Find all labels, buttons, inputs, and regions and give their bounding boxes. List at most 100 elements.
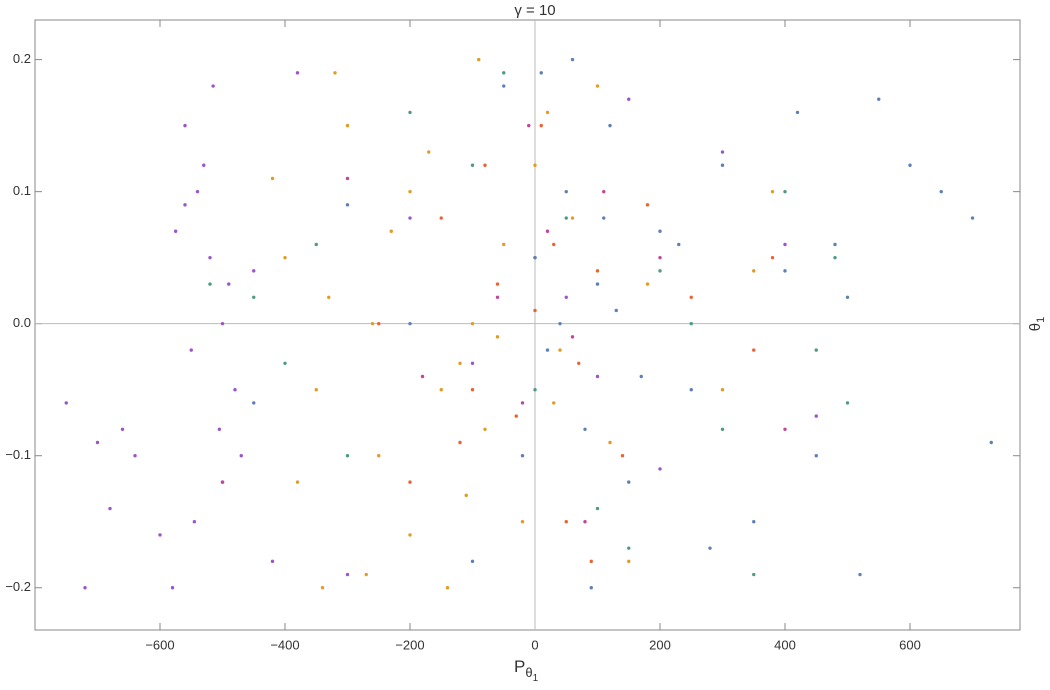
point [602, 216, 606, 220]
point [408, 533, 412, 537]
point [314, 387, 318, 392]
chart-title: γ = 10 [514, 2, 555, 19]
point [320, 586, 325, 590]
point [377, 321, 381, 326]
point [427, 150, 431, 154]
point [470, 163, 475, 167]
point [520, 520, 525, 524]
point [589, 559, 593, 564]
point [833, 255, 837, 260]
point [620, 454, 625, 458]
x-tick-label: −400 [270, 637, 299, 652]
y-axis-label: θ1 [1027, 317, 1047, 331]
point [170, 586, 175, 590]
point [502, 84, 506, 88]
point [133, 454, 137, 458]
point [270, 559, 275, 564]
point [627, 480, 631, 484]
point [689, 387, 693, 392]
point [639, 374, 643, 379]
point [645, 203, 650, 207]
point [752, 269, 756, 273]
point [752, 572, 756, 577]
point [495, 282, 500, 286]
point [470, 387, 475, 392]
point [108, 506, 112, 511]
point [677, 242, 681, 247]
x-label-sub: θ [525, 665, 532, 680]
point [483, 163, 487, 167]
point [545, 348, 550, 352]
point [502, 71, 506, 75]
y-tick-label: 0.0 [13, 315, 31, 330]
point [720, 387, 725, 392]
point [370, 321, 375, 326]
point [252, 295, 256, 299]
point [752, 520, 756, 524]
point [220, 480, 225, 484]
point [989, 440, 993, 445]
point [189, 348, 193, 352]
y-tick-label: −0.1 [5, 447, 31, 462]
y-tick-label: 0.2 [13, 51, 31, 66]
point [627, 559, 631, 564]
point [158, 533, 162, 537]
point [95, 440, 100, 445]
point [645, 282, 650, 286]
point [389, 229, 393, 233]
point [608, 123, 612, 128]
point [595, 506, 600, 511]
point [283, 255, 287, 260]
point [595, 374, 600, 379]
point [602, 189, 606, 194]
point [495, 295, 500, 299]
point [545, 229, 550, 233]
point [627, 546, 631, 550]
point [570, 335, 575, 339]
point [833, 242, 837, 247]
point [408, 216, 412, 220]
point [814, 454, 818, 458]
point [552, 401, 556, 405]
point [845, 295, 850, 299]
point [595, 282, 600, 286]
point [689, 321, 693, 326]
point [589, 586, 593, 590]
point [192, 520, 197, 524]
x-tick-label: 400 [774, 637, 796, 652]
point [814, 348, 818, 352]
point [270, 176, 275, 181]
point [783, 242, 787, 247]
y-label-base: θ [1027, 323, 1044, 331]
point [377, 454, 381, 458]
y-tick-label: −0.2 [5, 579, 31, 594]
point [795, 110, 800, 115]
point [227, 282, 231, 286]
point [470, 321, 475, 326]
point [564, 520, 568, 524]
point [564, 295, 568, 299]
point [595, 269, 600, 273]
point [183, 123, 187, 128]
point [539, 71, 543, 75]
point [408, 480, 412, 484]
point [520, 401, 525, 405]
point [558, 348, 562, 352]
point [577, 361, 581, 365]
point [233, 387, 237, 392]
point [502, 242, 506, 247]
point [545, 110, 550, 115]
point [470, 559, 475, 564]
point [564, 216, 568, 220]
point [252, 269, 256, 273]
x-label-subsub: 1 [533, 673, 539, 684]
point [689, 295, 693, 299]
point [83, 586, 87, 590]
point [877, 97, 881, 101]
point [564, 189, 568, 194]
point [720, 163, 725, 167]
point [195, 189, 200, 194]
point [208, 282, 212, 286]
point [483, 427, 487, 432]
y-tick-label: 0.1 [13, 183, 31, 198]
